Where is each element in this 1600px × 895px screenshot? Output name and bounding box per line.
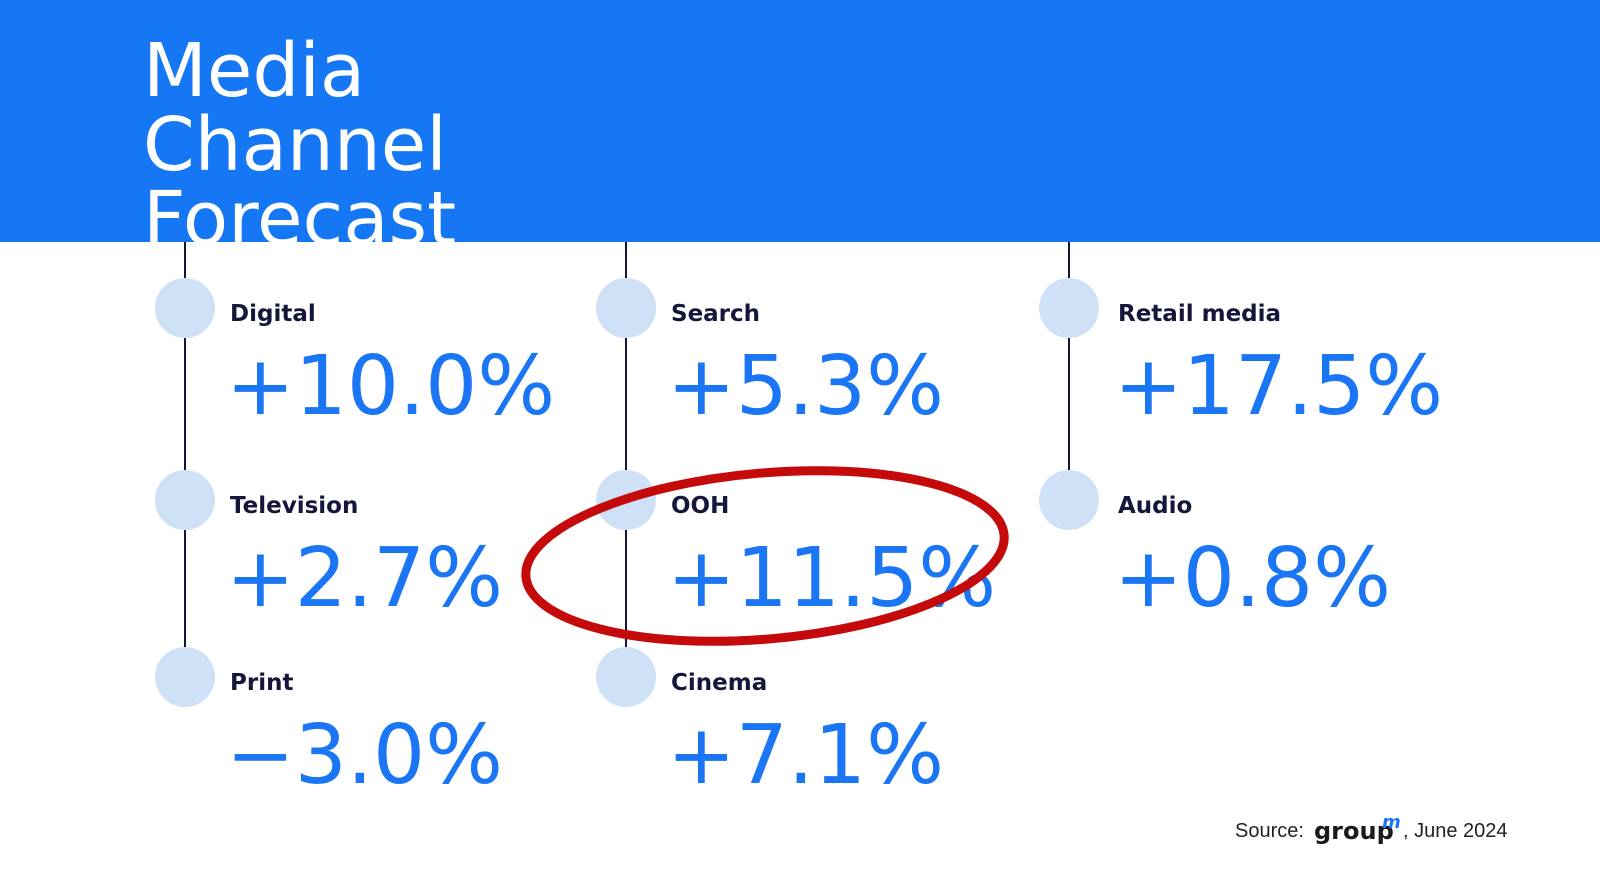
item-value: +17.5%: [1114, 339, 1443, 434]
item-label: Television: [230, 493, 358, 519]
item-value: +0.8%: [1114, 531, 1391, 626]
item-value: +5.3%: [667, 339, 944, 434]
header-band: [0, 0, 1600, 242]
title-line: Forecast: [143, 176, 456, 262]
item-label: Digital: [230, 301, 316, 327]
item-value: +11.5%: [667, 531, 996, 626]
bullet: [1039, 278, 1099, 338]
item-value: +10.0%: [226, 339, 555, 434]
bullet: [155, 647, 215, 707]
item-label: Audio: [1118, 493, 1192, 519]
title-line: Channel: [143, 102, 447, 188]
source-brand: group: [1314, 817, 1394, 845]
item-label: Cinema: [671, 670, 767, 696]
bullet: [155, 470, 215, 530]
bullet: [1039, 470, 1099, 530]
item-label: OOH: [671, 493, 729, 519]
bullet: [596, 278, 656, 338]
bullet: [155, 278, 215, 338]
source-prefix: Source:: [1235, 820, 1304, 842]
item-label: Search: [671, 301, 760, 327]
title-line: Media: [143, 28, 365, 114]
item-value: −3.0%: [226, 708, 503, 803]
item-label: Retail media: [1118, 301, 1281, 327]
source-brand-mark: m: [1382, 812, 1401, 833]
item-value: +7.1%: [667, 708, 944, 803]
highlight-circle: [521, 466, 1009, 646]
item-label: Print: [230, 670, 293, 696]
item-value: +2.7%: [226, 531, 503, 626]
bullet: [596, 647, 656, 707]
source-date: , June 2024: [1403, 820, 1508, 842]
